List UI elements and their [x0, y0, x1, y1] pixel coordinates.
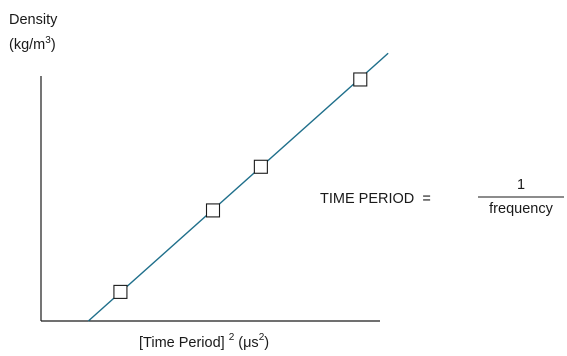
- annotation-denominator: frequency: [489, 201, 553, 217]
- annotation-numerator: 1: [517, 177, 525, 193]
- fit-line: [87, 52, 389, 322]
- y-axis-label-line1: Density: [9, 12, 58, 28]
- data-point-3: [253, 159, 268, 174]
- data-point-4: [353, 72, 368, 87]
- annotation-lhs: TIME PERIOD =: [320, 191, 431, 207]
- y-axis-label-line2: (kg/m3): [9, 35, 56, 53]
- x-axis-label: [Time Period] 2 (μs2): [139, 332, 269, 351]
- data-point-1: [113, 284, 128, 299]
- data-point-2: [205, 203, 221, 218]
- plot-layer: [87, 52, 389, 322]
